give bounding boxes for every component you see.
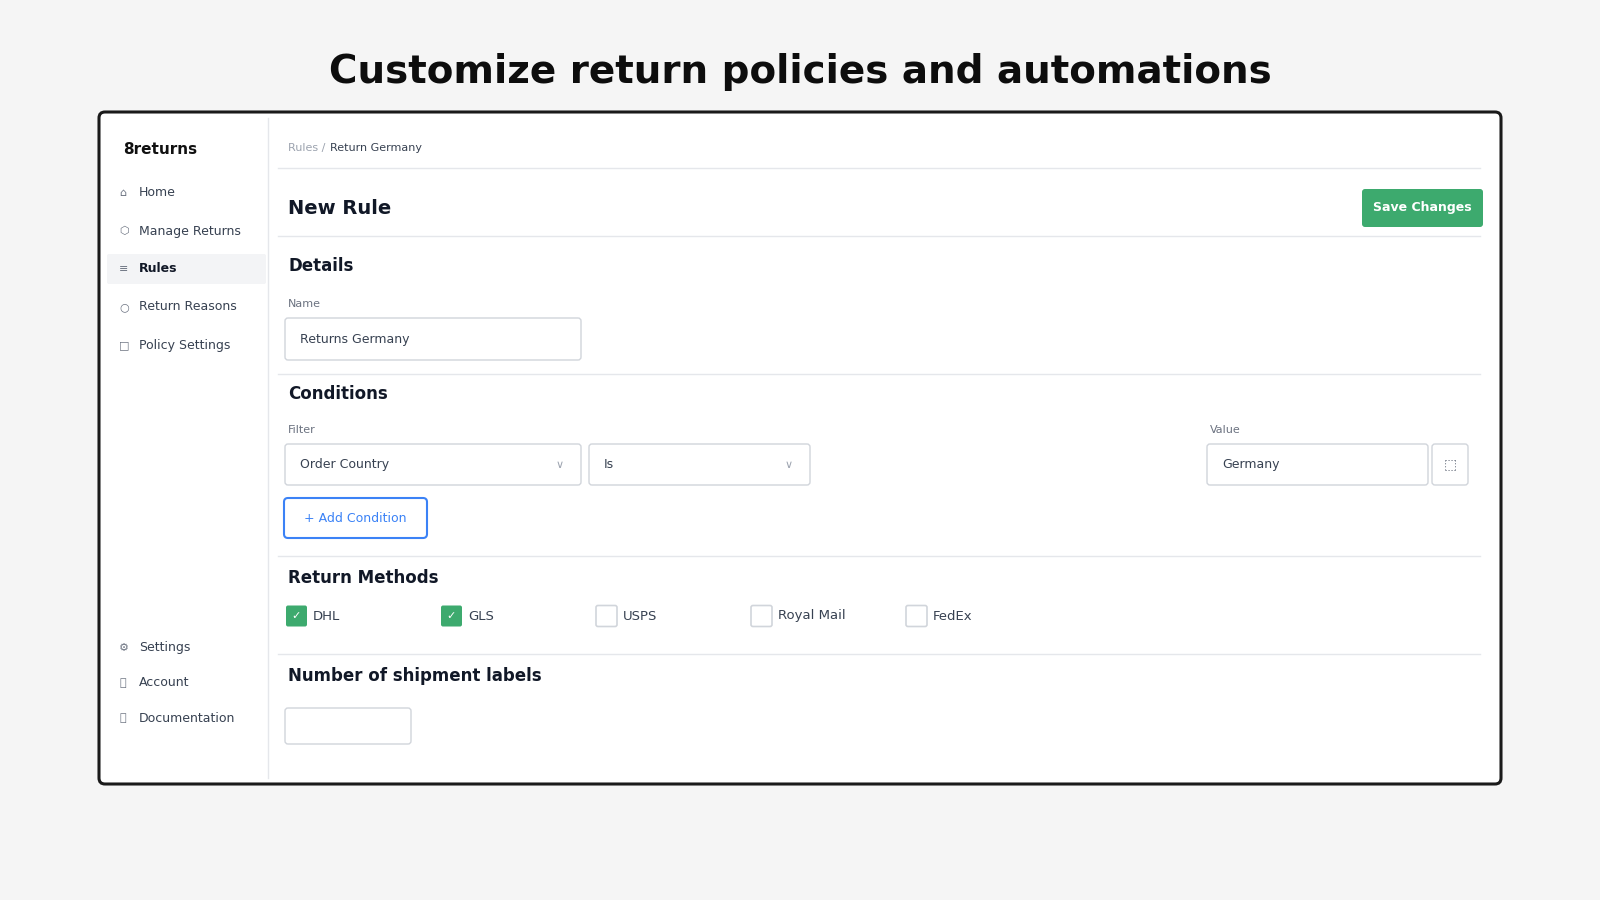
FancyBboxPatch shape	[286, 606, 307, 626]
FancyBboxPatch shape	[750, 606, 771, 626]
Text: Return Germany: Return Germany	[330, 143, 422, 153]
Text: Return Methods: Return Methods	[288, 569, 438, 587]
Text: DHL: DHL	[314, 609, 341, 623]
FancyBboxPatch shape	[107, 254, 266, 284]
FancyBboxPatch shape	[99, 112, 1501, 784]
Text: 👤: 👤	[118, 678, 126, 688]
Text: Rules /: Rules /	[288, 143, 325, 153]
Text: Royal Mail: Royal Mail	[778, 609, 846, 623]
Text: FedEx: FedEx	[933, 609, 973, 623]
FancyBboxPatch shape	[285, 444, 581, 485]
FancyBboxPatch shape	[595, 606, 618, 626]
Text: Germany: Germany	[1222, 458, 1280, 471]
Text: ∨: ∨	[786, 460, 794, 470]
Text: ✓: ✓	[446, 611, 456, 621]
Text: ✓: ✓	[291, 611, 301, 621]
Text: 8returns: 8returns	[123, 142, 197, 157]
Text: Filter: Filter	[288, 425, 315, 435]
Text: Details: Details	[288, 257, 354, 275]
FancyBboxPatch shape	[285, 708, 411, 744]
Text: Home: Home	[139, 186, 176, 200]
Text: + Add Condition: + Add Condition	[304, 511, 406, 525]
Text: ⬡: ⬡	[118, 226, 128, 236]
Text: Value: Value	[1210, 425, 1240, 435]
FancyBboxPatch shape	[589, 444, 810, 485]
Text: Save Changes: Save Changes	[1373, 202, 1472, 214]
Text: Policy Settings: Policy Settings	[139, 338, 230, 352]
Text: USPS: USPS	[622, 609, 658, 623]
Text: Documentation: Documentation	[139, 712, 235, 724]
FancyBboxPatch shape	[1206, 444, 1429, 485]
Text: □: □	[118, 340, 130, 350]
Text: Manage Returns: Manage Returns	[139, 224, 242, 238]
FancyBboxPatch shape	[906, 606, 926, 626]
Text: ⚙: ⚙	[118, 643, 130, 653]
Text: GLS: GLS	[467, 609, 494, 623]
FancyBboxPatch shape	[285, 498, 427, 538]
FancyBboxPatch shape	[1432, 444, 1469, 485]
Text: ⬚: ⬚	[1443, 457, 1456, 472]
Text: Settings: Settings	[139, 642, 190, 654]
Text: Number of shipment labels: Number of shipment labels	[288, 667, 542, 685]
Text: Order Country: Order Country	[301, 458, 389, 471]
FancyBboxPatch shape	[442, 606, 462, 626]
FancyBboxPatch shape	[1362, 189, 1483, 227]
Text: Customize return policies and automations: Customize return policies and automation…	[328, 53, 1272, 91]
Text: 📄: 📄	[118, 713, 126, 723]
Text: Conditions: Conditions	[288, 385, 387, 403]
Text: Rules: Rules	[139, 263, 178, 275]
Text: Returns Germany: Returns Germany	[301, 332, 410, 346]
Text: ∨: ∨	[555, 460, 565, 470]
Text: Is: Is	[605, 458, 614, 471]
Text: New Rule: New Rule	[288, 199, 392, 218]
Text: ⌂: ⌂	[118, 188, 126, 198]
Text: Name: Name	[288, 299, 322, 309]
Text: ○: ○	[118, 302, 128, 312]
FancyBboxPatch shape	[285, 318, 581, 360]
Text: ≡: ≡	[118, 264, 128, 274]
Text: Return Reasons: Return Reasons	[139, 301, 237, 313]
Text: Account: Account	[139, 677, 189, 689]
